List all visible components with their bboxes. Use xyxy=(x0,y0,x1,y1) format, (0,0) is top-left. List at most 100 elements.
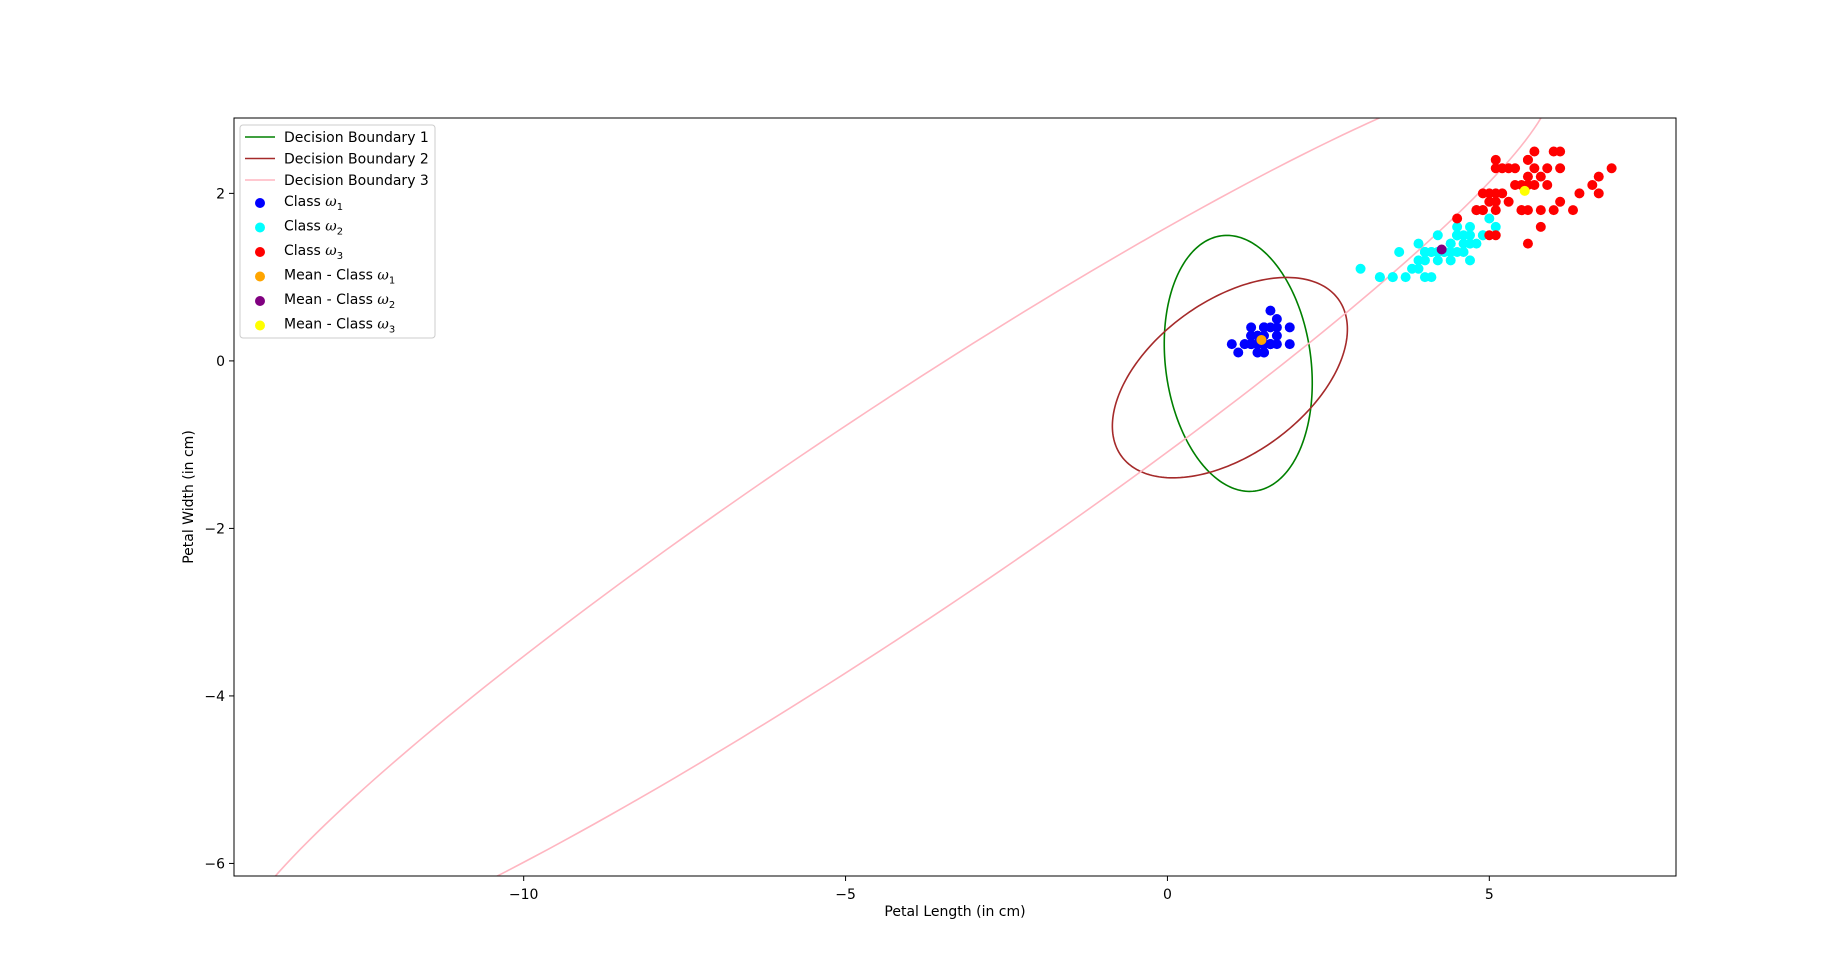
data-point xyxy=(1555,146,1566,157)
decision-boundary-3 xyxy=(274,118,1542,876)
data-point xyxy=(1413,238,1424,249)
legend-swatch-series-2 xyxy=(255,222,265,233)
x-axis: −10 −5 0 5 xyxy=(509,876,1494,903)
data-point xyxy=(1252,347,1263,358)
data-point xyxy=(1555,163,1566,174)
data-point xyxy=(1432,255,1443,266)
data-point xyxy=(1265,305,1276,316)
data-point xyxy=(1458,247,1469,258)
data-point xyxy=(1452,230,1463,241)
legend: Decision Boundary 1 Decision Boundary 2 De… xyxy=(239,124,436,339)
legend-label: Mean - Class ω2 xyxy=(284,292,395,311)
legend-frame xyxy=(239,124,436,339)
data-point xyxy=(1445,238,1456,249)
data-point xyxy=(1246,322,1257,333)
legend-label: Decision Boundary 3 xyxy=(284,173,429,189)
data-point xyxy=(1233,347,1244,358)
data-point xyxy=(1284,339,1295,350)
legend-label: Class ω3 xyxy=(284,243,343,262)
data-point xyxy=(1374,272,1385,283)
data-point xyxy=(1542,163,1553,174)
series-3 xyxy=(1452,146,1617,249)
data-point xyxy=(1522,171,1533,182)
data-point xyxy=(1419,255,1430,266)
data-point xyxy=(1535,205,1546,216)
series-6 xyxy=(1519,185,1530,196)
data-point xyxy=(1497,163,1508,174)
data-point xyxy=(1490,230,1501,241)
data-point xyxy=(1407,263,1418,274)
y-tick-label: −6 xyxy=(204,856,225,872)
data-point xyxy=(1516,205,1527,216)
data-point xyxy=(1436,244,1447,255)
data-point xyxy=(1542,180,1553,191)
x-tick-label: 0 xyxy=(1163,887,1172,903)
legend-swatch-series-1 xyxy=(255,198,265,208)
legend-label: Class ω1 xyxy=(284,194,343,213)
data-point xyxy=(1503,196,1514,207)
data-point xyxy=(1484,213,1495,224)
data-point xyxy=(1355,263,1366,274)
data-point xyxy=(1471,205,1482,216)
data-point xyxy=(1490,205,1501,216)
data-point xyxy=(1568,205,1578,216)
data-point xyxy=(1226,339,1237,350)
data-point xyxy=(1256,334,1267,345)
data-point xyxy=(1465,221,1475,232)
data-point xyxy=(1490,154,1501,165)
x-tick-label: 5 xyxy=(1485,887,1494,903)
legend-label: Decision Boundary 1 xyxy=(284,130,429,146)
data-point xyxy=(1484,196,1495,207)
data-point xyxy=(1529,146,1540,157)
data-point xyxy=(1394,247,1405,258)
data-point xyxy=(1606,163,1617,174)
legend-label: Class ω2 xyxy=(284,219,343,238)
decision-boundaries xyxy=(274,118,1542,876)
x-axis-label: Petal Length (in cm) xyxy=(884,904,1025,920)
data-point xyxy=(1452,213,1463,224)
data-point xyxy=(1522,238,1533,249)
y-axis: −6 −4 −2 0 2 xyxy=(204,186,234,872)
data-point xyxy=(1510,180,1521,191)
data-point xyxy=(1490,221,1501,232)
data-point xyxy=(1445,255,1456,266)
data-points xyxy=(1226,146,1617,358)
x-tick-label: −5 xyxy=(835,887,856,903)
y-tick-label: 2 xyxy=(216,186,225,202)
data-point xyxy=(1510,163,1521,174)
data-point xyxy=(1593,188,1604,199)
data-point xyxy=(1535,221,1546,232)
data-point xyxy=(1555,196,1566,207)
legend-label: Mean - Class ω1 xyxy=(284,268,395,287)
y-axis-label: Petal Width (in cm) xyxy=(181,430,197,564)
data-point xyxy=(1426,247,1437,258)
data-point xyxy=(1477,188,1488,199)
x-tick-label: −10 xyxy=(509,887,539,903)
data-point xyxy=(1522,154,1533,165)
data-point xyxy=(1465,255,1475,266)
legend-label: Mean - Class ω3 xyxy=(284,317,395,336)
data-point xyxy=(1271,314,1282,325)
data-point xyxy=(1387,272,1398,283)
y-tick-label: 0 xyxy=(216,354,225,370)
legend-swatch-series-3 xyxy=(255,247,265,257)
data-point xyxy=(1259,322,1269,333)
data-point xyxy=(1465,230,1475,241)
data-point xyxy=(1548,205,1559,216)
legend-swatch-series-5 xyxy=(255,296,265,306)
data-point xyxy=(1497,188,1508,199)
data-point xyxy=(1284,322,1295,333)
series-5 xyxy=(1436,244,1447,255)
legend-swatch-series-4 xyxy=(255,271,265,282)
data-point xyxy=(1471,238,1482,249)
data-point xyxy=(1432,230,1443,241)
legend-swatch-series-6 xyxy=(255,320,265,331)
data-point xyxy=(1452,221,1463,232)
data-point xyxy=(1519,185,1530,196)
data-point xyxy=(1458,238,1469,249)
data-point xyxy=(1535,171,1546,182)
series-4 xyxy=(1256,334,1267,345)
data-point xyxy=(1593,171,1604,182)
data-point xyxy=(1426,272,1437,283)
